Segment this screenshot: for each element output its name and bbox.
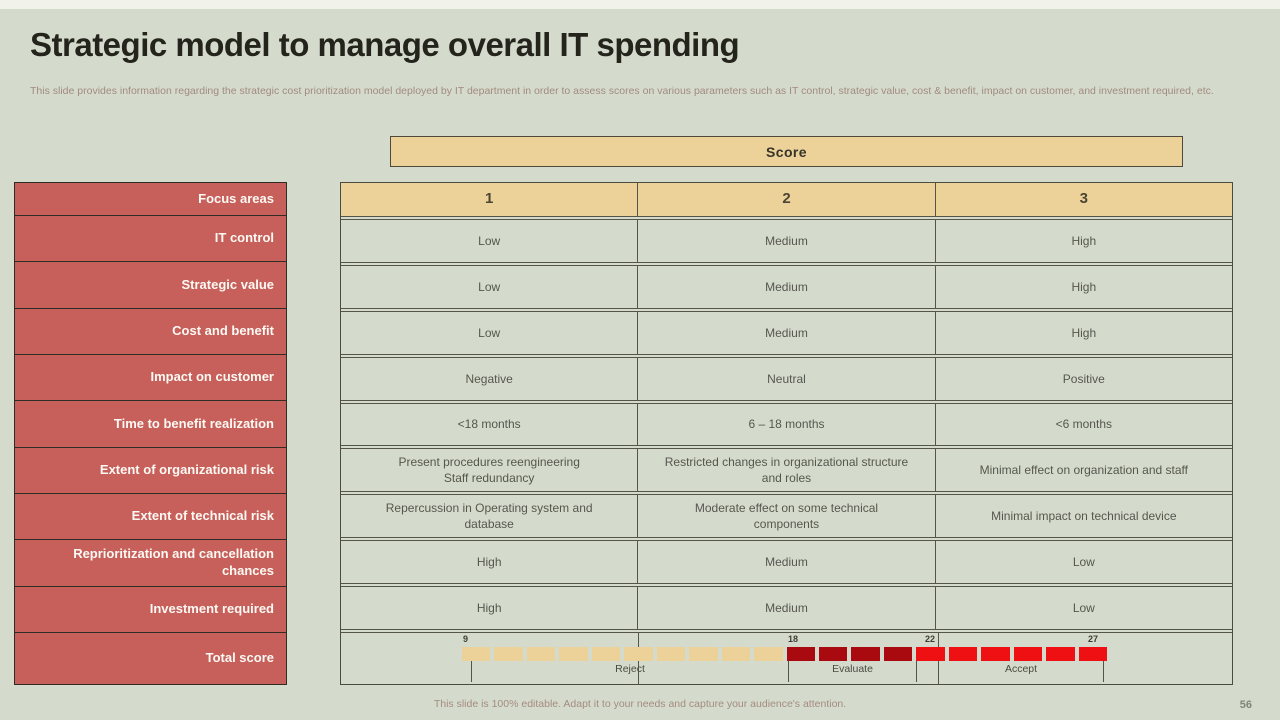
- scale-block: [786, 647, 815, 662]
- focus-item-it-control: IT control: [15, 216, 286, 263]
- focus-item-impact-on-customer: Impact on customer: [15, 355, 286, 402]
- scale-block: [883, 647, 913, 662]
- focus-item-organizational-risk: Extent of organizational risk: [15, 448, 286, 494]
- table-cell: Low: [934, 587, 1232, 630]
- scale-block: [656, 647, 686, 662]
- table-cell: Positive: [934, 357, 1232, 400]
- table-row: <18 months 6 – 18 months <6 months: [341, 402, 1232, 447]
- table-cell: High: [476, 600, 502, 615]
- table-row: Negative Neutral Positive: [341, 356, 1232, 401]
- table-cell: Medium: [637, 220, 934, 262]
- scale-block: [526, 647, 556, 662]
- header-cell-1: 1: [484, 190, 494, 208]
- table-cell: Medium: [637, 587, 934, 630]
- table-cell: High: [934, 311, 1232, 354]
- focus-item-time-to-benefit: Time to benefit realization: [15, 401, 286, 448]
- scale-tick: [471, 661, 472, 683]
- focus-item-total-score: Total score: [205, 650, 274, 665]
- scale-block: [624, 647, 653, 662]
- table-cell: Restricted changes in organizational str…: [637, 449, 934, 492]
- table-cell: <6 months: [934, 403, 1232, 446]
- scale-block: [1013, 647, 1043, 662]
- top-strip: [0, 0, 1280, 9]
- page-title: Strategic model to manage overall IT spe…: [30, 26, 740, 63]
- scale-block: [948, 647, 978, 662]
- table-row: High Medium Low: [341, 586, 1232, 631]
- table-cell: <18 months: [457, 417, 521, 432]
- scale-block: [916, 647, 945, 662]
- table-cell: Minimal effect on organization and staff: [934, 449, 1232, 492]
- scale-block: [754, 647, 783, 662]
- scale-segment-label-accept: Accept: [1004, 663, 1038, 676]
- table-cell: Low: [478, 279, 501, 294]
- scale-block: [559, 647, 588, 662]
- scale-block: [1078, 647, 1108, 662]
- table-cell: Medium: [637, 311, 934, 354]
- score-scale-blocks: [462, 647, 1108, 662]
- scale-marker-27: 27: [1088, 634, 1099, 645]
- scale-block: [818, 647, 848, 662]
- table-row: Present procedures reengineering Staff r…: [341, 448, 1232, 493]
- focus-item-strategic-value: Strategic value: [15, 262, 286, 309]
- table-cell: Minimal impact on technical device: [934, 495, 1232, 538]
- scale-segment-label-reject: Reject: [615, 663, 645, 676]
- table-cell: Low: [934, 541, 1232, 584]
- scale-marker-18: 18: [788, 634, 799, 645]
- focus-areas-column: Focus areas IT control Strategic value C…: [14, 182, 287, 685]
- focus-column-header: Focus areas: [15, 183, 286, 216]
- scale-block: [1046, 647, 1075, 662]
- slide-description: This slide provides information regardin…: [30, 85, 1214, 97]
- scale-block: [981, 647, 1010, 662]
- table-cell: Medium: [637, 265, 934, 308]
- focus-item-cost-and-benefit: Cost and benefit: [15, 309, 286, 355]
- table-cell: Neutral: [637, 357, 934, 400]
- focus-item-reprioritization: Reprioritization and cancellation chance…: [15, 540, 286, 587]
- footer-note: This slide is 100% editable. Adapt it to…: [433, 698, 847, 710]
- focus-item-investment-required: Investment required: [15, 587, 286, 633]
- scale-block: [721, 647, 751, 662]
- table-row: Low Medium High: [341, 219, 1232, 263]
- scale-marker-22: 22: [925, 634, 936, 645]
- table-cell: Medium: [637, 541, 934, 584]
- table-cell: Low: [478, 233, 501, 248]
- table-row: Low Medium High: [341, 264, 1232, 309]
- focus-item-technical-risk: Extent of technical risk: [15, 494, 286, 541]
- table-cell: Present procedures reengineering Staff r…: [398, 455, 580, 486]
- table-cell: Repercussion in Operating system and dat…: [385, 501, 593, 532]
- scale-marker-9: 9: [463, 634, 469, 645]
- scale-block: [591, 647, 621, 662]
- table-row: Low Medium High: [341, 310, 1232, 355]
- table-header-row: 1 2 3: [341, 183, 1232, 217]
- table-cell: High: [476, 555, 502, 570]
- scale-block: [494, 647, 523, 662]
- scale-block: [851, 647, 880, 662]
- table-cell: Low: [478, 325, 501, 340]
- total-score-scale-row: 9 18 22 27 Reject Evaluate Accept: [341, 632, 1232, 685]
- table-cell: Moderate effect on some technical compon…: [637, 495, 934, 538]
- header-cell-3: 3: [934, 183, 1232, 216]
- table-cell: 6 – 18 months: [637, 403, 934, 446]
- table-cell: High: [934, 265, 1232, 308]
- scale-tick: [1103, 661, 1104, 683]
- scale-block: [689, 647, 718, 662]
- page-number: 56: [1239, 699, 1252, 711]
- scale-segment-label-evaluate: Evaluate: [832, 663, 873, 676]
- score-table: 1 2 3 Low Medium High Low Medium High Lo…: [340, 182, 1233, 685]
- scale-tick: [916, 661, 917, 683]
- table-cell: Negative: [465, 371, 513, 386]
- scale-block: [462, 647, 491, 662]
- table-cell: High: [934, 220, 1232, 262]
- table-row: Repercussion in Operating system and dat…: [341, 494, 1232, 539]
- scale-tick: [788, 661, 789, 683]
- table-row: High Medium Low: [341, 540, 1232, 585]
- header-cell-2: 2: [637, 183, 934, 216]
- score-header: Score: [390, 136, 1183, 167]
